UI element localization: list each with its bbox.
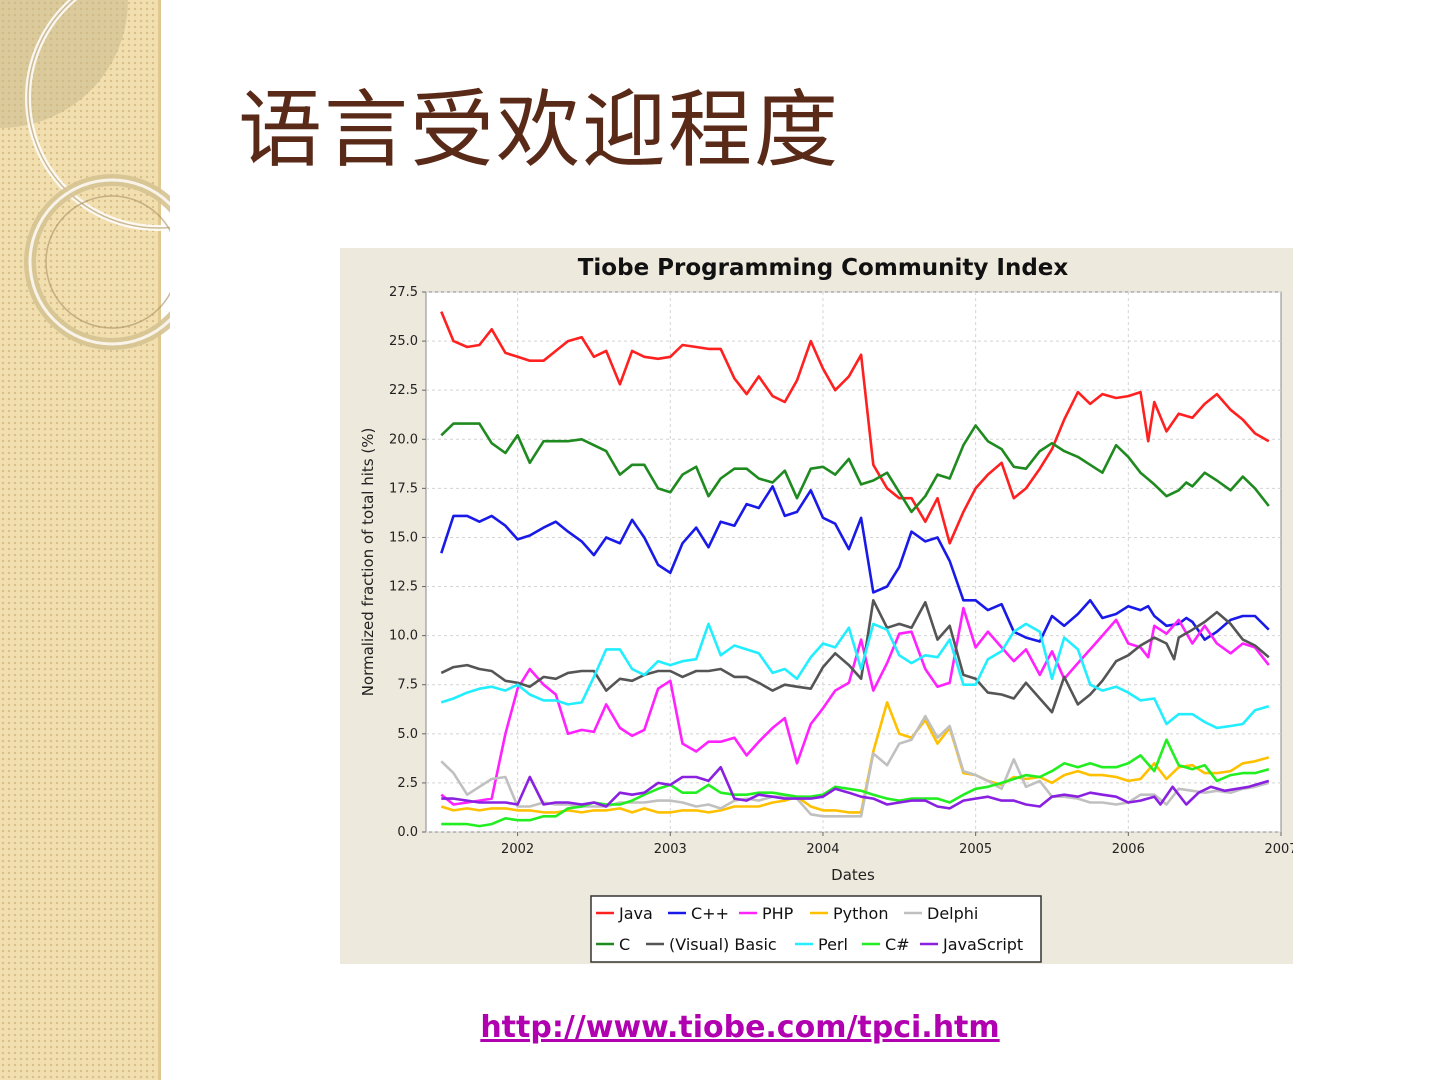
series-lines <box>440 311 1270 828</box>
y-tick-label: 12.5 <box>389 580 418 595</box>
x-tick-label: 2007 <box>1264 842 1293 857</box>
legend-label-javascript: JavaScript <box>942 935 1023 954</box>
legend-label-perl: Perl <box>818 935 848 954</box>
source-link[interactable]: http://www.tiobe.com/tpci.htm <box>480 1010 1000 1045</box>
y-tick-label: 10.0 <box>389 629 418 644</box>
line-chart: Tiobe Programming Community Index 0.0 2.5… <box>359 255 1293 963</box>
y-tick-label: 22.5 <box>389 383 418 398</box>
x-axis-label: Dates <box>831 866 875 884</box>
chart-panel: Tiobe Programming Community Index 0.0 2.5… <box>340 248 1293 964</box>
series-line-perl <box>440 622 1270 730</box>
series-line-visual-basic <box>440 599 1270 714</box>
x-tick-label: 2005 <box>959 842 992 857</box>
y-tick-label: 15.0 <box>389 530 418 545</box>
y-tick-label: 7.5 <box>397 678 418 693</box>
legend-label-python: Python <box>833 904 888 923</box>
legend-label-java: Java <box>618 904 653 923</box>
grid <box>426 291 1281 833</box>
decorative-circles <box>0 0 170 350</box>
x-axis-ticks: 2002 2003 2004 2005 2006 2007 <box>501 832 1293 857</box>
series-line-java <box>440 311 1270 545</box>
y-tick-label: 17.5 <box>389 481 418 496</box>
series-line-c <box>441 738 1270 828</box>
legend-label-c: C++ <box>691 904 729 923</box>
series-line-c <box>440 485 1270 643</box>
x-tick-label: 2003 <box>654 842 687 857</box>
y-axis-label: Normalized fraction of total hits (%) <box>359 428 377 697</box>
legend-label-delphi: Delphi <box>927 904 978 923</box>
plot-area <box>425 291 1282 833</box>
y-tick-label: 0.0 <box>397 825 418 840</box>
series-line-php <box>440 606 1270 806</box>
source-link-container: http://www.tiobe.com/tpci.htm <box>0 1010 1440 1045</box>
y-tick-label: 5.0 <box>397 727 418 742</box>
legend-label-c: C <box>619 935 630 954</box>
y-tick-label: 25.0 <box>389 334 418 349</box>
legend: Java C++ PHP Python Delphi C (Visual) Basic Per… <box>590 895 1042 963</box>
series-line-javascript <box>441 765 1270 810</box>
y-axis-ticks: 0.0 2.5 5.0 7.5 10.0 12.5 15.0 17.5 20.0 22.5 25.0… <box>389 285 426 840</box>
legend-label-php: PHP <box>762 904 794 923</box>
legend-box <box>590 895 1042 963</box>
y-tick-label: 20.0 <box>389 432 418 447</box>
legend-label-c: C# <box>885 935 910 954</box>
legend-label-visual-basic: (Visual) Basic <box>669 935 777 954</box>
series-line-c <box>440 422 1270 514</box>
y-tick-label: 2.5 <box>397 776 418 791</box>
chart-title: Tiobe Programming Community Index <box>578 255 1069 281</box>
x-tick-label: 2002 <box>501 842 534 857</box>
slide-title: 语言受欢迎程度 <box>238 81 841 179</box>
series-line-python <box>440 701 1270 814</box>
x-tick-label: 2006 <box>1112 842 1145 857</box>
x-tick-label: 2004 <box>806 842 839 857</box>
y-tick-label: 27.5 <box>389 285 418 300</box>
